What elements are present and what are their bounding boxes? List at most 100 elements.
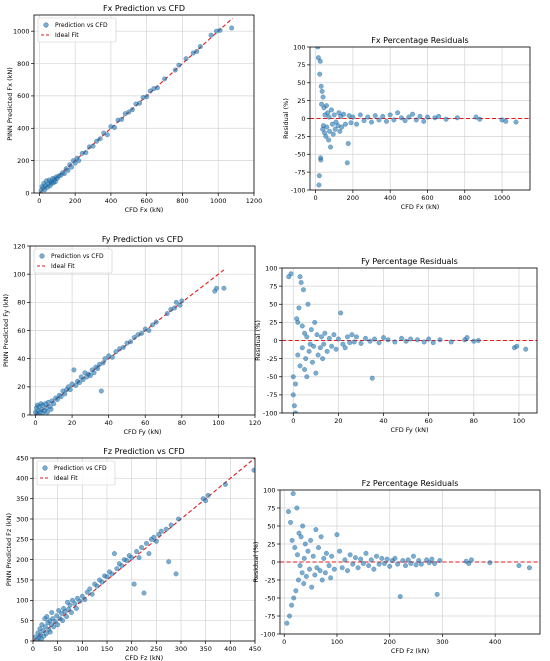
x-tick-label: 450 — [249, 645, 261, 653]
y-tick-label: 100 — [265, 264, 277, 272]
data-point — [293, 381, 299, 387]
data-point — [358, 340, 364, 346]
data-point — [326, 335, 332, 341]
legend-label-prediction: Prediction vs CFD — [54, 465, 107, 472]
data-point — [408, 560, 414, 566]
data-point — [146, 328, 152, 334]
data-point — [58, 394, 64, 400]
data-point — [285, 509, 291, 515]
data-point — [176, 516, 182, 522]
y-tick-label: 50 — [269, 301, 277, 309]
data-point — [73, 605, 79, 611]
data-point — [487, 560, 493, 566]
x-tick-label: 60 — [425, 417, 433, 425]
y-tick-label: 75 — [297, 61, 305, 69]
data-point — [337, 128, 343, 134]
data-point — [73, 382, 79, 388]
data-point — [320, 94, 326, 100]
data-point — [326, 563, 332, 569]
chart-6: 0 100 200 300 400 -100 -75 -50 -25 0 25 50 75 100 Fz P… — [252, 479, 541, 655]
data-point — [347, 340, 353, 346]
legend-marker-prediction — [39, 253, 45, 259]
data-point — [448, 339, 454, 345]
data-point — [298, 534, 304, 540]
y-tick-label: 50 — [267, 522, 275, 530]
data-point — [436, 113, 442, 119]
y-axis-label: Residual (%) — [254, 320, 262, 361]
data-point — [473, 114, 479, 120]
x-tick-label: 200 — [69, 197, 81, 205]
data-point — [294, 552, 300, 558]
data-point — [48, 406, 54, 412]
data-point — [293, 410, 299, 413]
y-tick-label: 75 — [269, 282, 277, 290]
data-point — [360, 560, 366, 566]
legend-label-ideal: Ideal Fit — [51, 263, 75, 270]
data-point — [317, 568, 323, 574]
legend-label-prediction: Prediction vs CFD — [51, 253, 104, 260]
data-point — [55, 622, 61, 628]
data-point — [89, 591, 95, 597]
y-tick-label: 25 — [267, 540, 275, 548]
data-point — [381, 560, 387, 566]
y-tick-label: -25 — [267, 355, 278, 363]
x-tick-label: 40 — [105, 419, 113, 427]
data-point — [314, 332, 320, 338]
data-point — [144, 94, 150, 100]
data-point — [76, 158, 82, 164]
data-point — [331, 332, 337, 338]
data-point — [385, 337, 391, 343]
data-point — [179, 298, 185, 304]
data-point — [326, 114, 332, 120]
data-point — [395, 110, 401, 116]
data-point — [141, 590, 147, 596]
x-tick-label: 20 — [68, 419, 76, 427]
data-point — [319, 577, 325, 583]
data-point — [47, 629, 53, 635]
data-point — [333, 346, 339, 352]
data-point — [368, 557, 374, 563]
y-tick-label: 20 — [17, 383, 25, 391]
x-tick-label: 250 — [150, 645, 162, 653]
data-point — [80, 377, 86, 383]
x-tick-label: 400 — [105, 197, 117, 205]
chart-title: Fy Percentage Residuals — [361, 257, 458, 266]
data-point — [349, 332, 355, 338]
data-point — [471, 338, 477, 344]
data-point — [119, 116, 125, 122]
data-point — [328, 575, 334, 581]
x-tick-label: 300 — [175, 645, 187, 653]
data-point — [410, 553, 416, 559]
data-point — [139, 544, 145, 550]
data-point — [77, 598, 83, 604]
data-point — [414, 337, 420, 343]
data-point — [301, 555, 307, 561]
data-point — [406, 114, 412, 120]
data-point — [134, 549, 140, 555]
y-tick-label: 400 — [16, 475, 28, 483]
chart-2: 0 200 400 600 800 1000 -100 -75 -50 -25 0 25 50 75 100… — [282, 36, 531, 211]
data-point — [526, 565, 532, 571]
data-point — [298, 280, 304, 286]
data-point — [344, 160, 350, 166]
x-tick-label: 100 — [76, 645, 88, 653]
legend-box — [36, 460, 116, 486]
data-point — [49, 610, 55, 616]
data-point — [104, 132, 110, 138]
x-tick-label: 600 — [421, 194, 433, 202]
data-point — [72, 601, 78, 607]
data-point — [221, 285, 227, 291]
data-point — [332, 126, 338, 132]
data-point — [323, 133, 329, 139]
data-point — [337, 548, 343, 554]
data-point — [319, 101, 325, 107]
data-point — [362, 335, 368, 341]
data-point — [302, 367, 308, 373]
data-point — [299, 345, 305, 351]
data-point — [289, 537, 295, 543]
data-point — [331, 112, 337, 118]
y-tick-label: 0 — [21, 411, 25, 419]
y-tick-label: 100 — [263, 486, 275, 494]
data-point — [397, 594, 403, 600]
data-point — [324, 348, 330, 354]
